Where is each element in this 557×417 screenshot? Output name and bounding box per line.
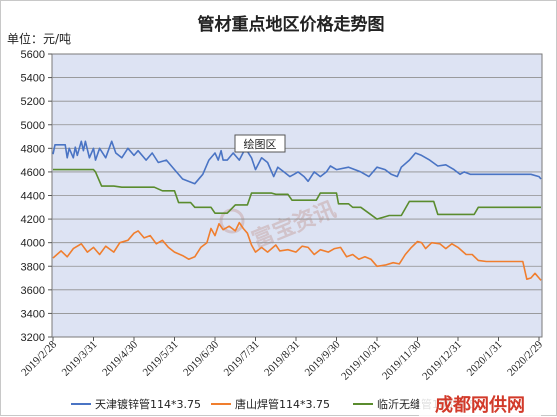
x-tick-label: 2019/8/31 [262,339,302,379]
x-tick-label: 2019/6/30 [181,338,221,378]
x-tick-label: 2020/1/31 [465,339,505,379]
legend-label: 天津镀锌管114*3.75 [95,397,201,411]
x-tick-label: 2019/4/30 [100,338,140,378]
site-logo-badge [419,392,541,416]
y-tick-label: 5600 [21,49,45,61]
watermark-logo-icon [219,208,245,234]
y-tick-label: 3200 [21,332,45,344]
y-tick-label: 5400 [21,73,45,85]
y-tick-label: 3800 [21,261,45,273]
x-axis: 2019/2/28 2019/3/31 2019/4/30 2019/5/31 2019… [19,337,545,383]
y-axis: 3200 3400 3600 3800 4000 4200 4400 4600 4800 5000… [21,49,52,344]
y-tick-label: 4200 [21,214,45,226]
y-tick-label: 5200 [21,96,45,108]
y-tick-label: 4600 [21,167,45,179]
tooltip-box [234,134,286,153]
series-line-1 [52,140,542,185]
series-lines [52,140,542,281]
x-tick-label: 2020/2/29 [505,338,545,378]
y-tick-label: 4400 [21,191,45,203]
site-logo: 成都网供网 [419,392,541,416]
y-tick-label: 3600 [21,285,45,297]
x-tick-label: 2019/9/30 [303,338,343,378]
y-tick-label: 4800 [21,143,45,155]
tooltip-label: 绘图区 [244,137,277,151]
unit-label: 单位：元/吨 [7,31,71,46]
site-logo-text: 成都网供网 [435,394,525,416]
x-tick-label: 2019/12/31 [420,339,464,383]
x-tick-label: 2019/7/31 [222,339,262,379]
chart-title: 管材重点地区价格走势图 [198,14,385,35]
y-tick-label: 3400 [21,308,45,320]
x-tick-label: 2019/2/28 [19,338,59,378]
y-tick-label: 4000 [21,238,45,250]
x-tick-label: 2019/10/31 [339,339,383,383]
legend-label: 唐山焊管114*3.75 [235,397,330,411]
x-tick-label: 2019/11/30 [380,338,424,382]
x-tick-label: 2019/3/31 [60,339,100,379]
series-line-3 [53,168,541,220]
plot-tooltip: 绘图区 [234,134,286,153]
x-tick-label: 2019/5/31 [141,339,181,379]
grid [52,77,542,314]
y-tick-label: 5000 [21,120,45,132]
series-line-2 [52,221,542,281]
